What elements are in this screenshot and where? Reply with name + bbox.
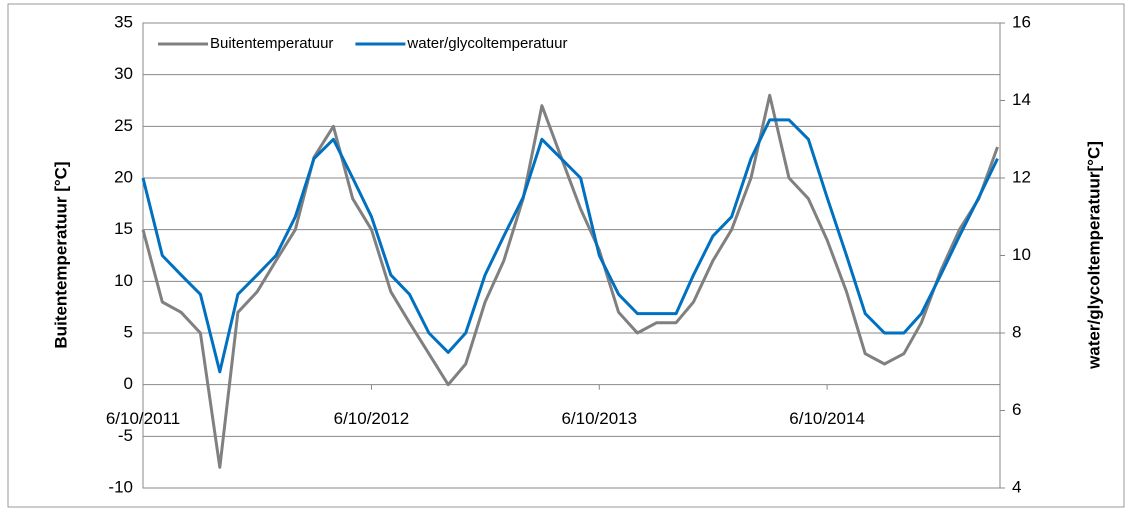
- series-line: [141, 118, 999, 374]
- y2-tick-label: 14: [1012, 90, 1031, 109]
- y-tick-label: 10: [114, 271, 133, 290]
- y2-tick-label: 6: [1012, 400, 1021, 419]
- series-line: [141, 93, 999, 469]
- legend-label: Buitentemperatuur: [210, 35, 333, 52]
- x-tick-label: 6/10/2012: [334, 409, 410, 428]
- y2-axis-title: water/glycoltemperatuur[°C]: [1084, 141, 1103, 370]
- y2-tick-label: 10: [1012, 245, 1031, 264]
- y2-tick-label: 16: [1012, 12, 1031, 31]
- legend-label: water/glycoltemperatuur: [406, 35, 567, 52]
- chart-frame: [7, 3, 1125, 508]
- y2-tick-label: 8: [1012, 322, 1021, 341]
- y-tick-label: 15: [114, 219, 133, 238]
- y-tick-label: 25: [114, 116, 133, 135]
- x-tick-label: 6/10/2013: [561, 409, 637, 428]
- y-tick-label: -10: [108, 477, 133, 496]
- y-tick-label: 35: [114, 12, 133, 31]
- y-tick-label: 5: [124, 322, 133, 341]
- x-tick-label: 6/10/2014: [789, 409, 865, 428]
- y-tick-label: 20: [114, 167, 133, 186]
- x-tick-label: 6/10/2011: [106, 409, 180, 428]
- y2-tick-label: 12: [1012, 167, 1031, 186]
- y2-tick-label: 4: [1012, 477, 1021, 496]
- y-tick-label: -5: [118, 426, 133, 445]
- legend: Buitentemperatuur water/glycoltemperatuur: [158, 35, 567, 52]
- y-axis-title: Buitentemperatuur [°C]: [51, 161, 70, 348]
- y-tick-label: 30: [114, 64, 133, 83]
- y-tick-label: 0: [124, 374, 133, 393]
